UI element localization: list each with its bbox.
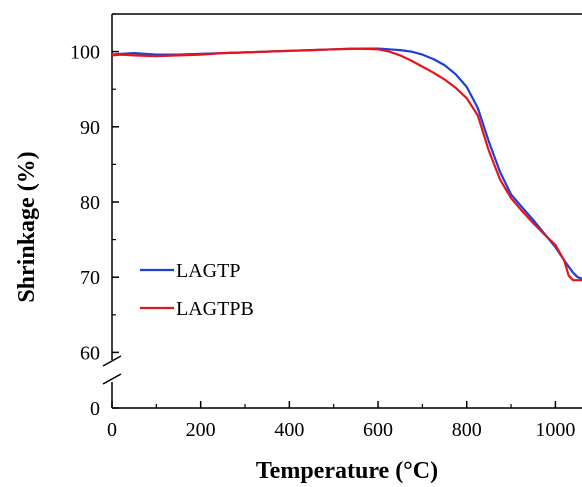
y-tick-label-100: 100 (70, 42, 100, 64)
legend-label-lagtp: LAGTP (176, 260, 240, 282)
x-tick-label-1000: 1000 (535, 419, 575, 441)
series-line-lagtpb (111, 47, 582, 282)
y-tick-label-0: 0 (90, 398, 100, 420)
y-tick-label-60: 60 (80, 342, 100, 364)
x-axis-title: Temperature (°C) (256, 458, 438, 484)
x-tick-label-600: 600 (363, 419, 393, 441)
y-tick-label-90: 90 (80, 117, 100, 139)
x-tick-label-0: 0 (107, 419, 117, 441)
x-tick-label-200: 200 (186, 419, 216, 441)
y-axis-title: Shrinkage (%) (14, 151, 40, 302)
legend-label-lagtpb: LAGTPB (176, 298, 254, 320)
axis-break-mark-lower (102, 373, 122, 385)
axis-break-mark-upper (102, 355, 122, 367)
y-tick-label-80: 80 (80, 192, 100, 214)
axis-ticks (111, 13, 557, 409)
plot-frame (102, 13, 582, 409)
y-tick-label-70: 70 (80, 267, 100, 289)
legend: LAGTP LAGTPB (140, 260, 254, 320)
series-lines (111, 47, 582, 282)
x-tick-label-400: 400 (274, 419, 304, 441)
x-tick-label-800: 800 (452, 419, 482, 441)
series-line-lagtp (111, 47, 582, 280)
